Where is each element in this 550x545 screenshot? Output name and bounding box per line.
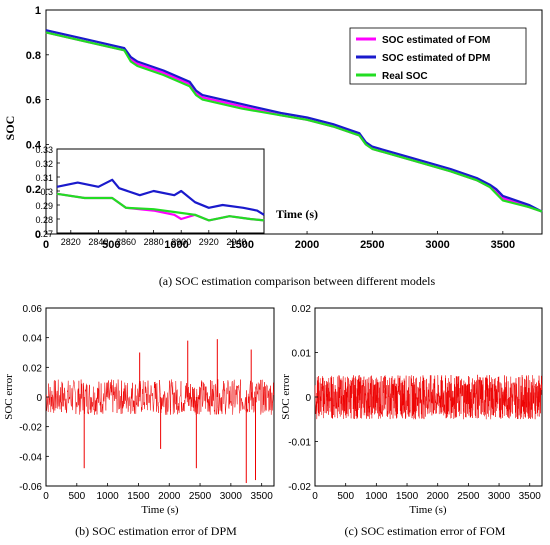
x-tick-label: 3000 bbox=[488, 491, 511, 502]
y-tick-label: 0.04 bbox=[23, 334, 43, 345]
y-tick-label: 0.3 bbox=[40, 187, 53, 197]
series-line bbox=[45, 31, 543, 213]
y-tick-label: 0.28 bbox=[35, 215, 53, 225]
series-line bbox=[56, 192, 265, 222]
x-tick-label: 0 bbox=[43, 239, 49, 251]
y-tick-label: 0.31 bbox=[35, 173, 53, 183]
x-tick-label: 500 bbox=[102, 239, 120, 251]
y-tick-label: 0.02 bbox=[292, 304, 312, 315]
fom-x-ticks: 0 500 1000 1500 2000 2500 3000 3500 bbox=[312, 483, 541, 502]
main-x-label: Time (s) bbox=[276, 207, 318, 221]
y-tick-label: 0.33 bbox=[35, 145, 53, 155]
x-tick-label: 1500 bbox=[230, 239, 254, 251]
dpm-x-ticks: 0 500 1000 1500 2000 2500 3000 3500 bbox=[43, 483, 273, 502]
x-tick-label: 3000 bbox=[425, 239, 449, 251]
y-tick-label: 0.8 bbox=[26, 50, 41, 62]
inset-x-ticks: 2820 2840 2860 2880 2900 2920 2940 bbox=[61, 230, 246, 247]
x-tick-label: 3500 bbox=[519, 491, 542, 502]
x-tick-label: 2000 bbox=[427, 491, 450, 502]
y-tick-label: -0.02 bbox=[19, 423, 42, 434]
x-tick-label: 0 bbox=[312, 491, 318, 502]
y-tick-label: 0 bbox=[36, 393, 42, 404]
x-tick-label: 2940 bbox=[226, 237, 246, 247]
error-line bbox=[314, 374, 543, 420]
y-tick-label: -0.04 bbox=[19, 452, 42, 463]
caption-c: (c) SOC estimation error of FOM bbox=[345, 524, 506, 538]
y-tick-label: 0.4 bbox=[26, 139, 42, 151]
dpm-error-chart: 0 500 1000 1500 2000 2500 3000 3500 -0.06-0.04-… bbox=[3, 304, 275, 538]
x-tick-label: 1500 bbox=[396, 491, 419, 502]
x-tick-label: 0 bbox=[43, 491, 49, 502]
x-tick-label: 2000 bbox=[295, 239, 319, 251]
y-tick-label: 0.06 bbox=[23, 304, 43, 315]
y-tick-label: 0.32 bbox=[35, 159, 53, 169]
legend-label-real: Real SOC bbox=[382, 71, 428, 82]
legend-label-fom: SOC estimated of FOM bbox=[382, 35, 490, 46]
y-tick-label: 0.6 bbox=[26, 95, 41, 107]
main-x-ticks: 0 500 1000 1500 2000 2500 3000 3500 bbox=[43, 231, 515, 251]
inset-chart: 2820 2840 2860 2880 2900 2920 2940 0.270.280.2… bbox=[35, 145, 265, 247]
x-tick-label: 2000 bbox=[158, 491, 181, 502]
dpm-x-label: Time (s) bbox=[141, 504, 179, 516]
y-tick-label: 1 bbox=[35, 5, 41, 17]
y-tick-label: -0.06 bbox=[19, 482, 42, 493]
x-tick-label: 2900 bbox=[171, 237, 191, 247]
x-tick-label: 3000 bbox=[220, 491, 243, 502]
series-line bbox=[56, 178, 265, 216]
y-tick-label: 0.02 bbox=[23, 363, 43, 374]
y-tick-label: 0 bbox=[35, 229, 41, 241]
main-y-label: SOC bbox=[3, 116, 17, 141]
dpm-y-ticks: -0.06 -0.04 -0.02 0 0.02 0.04 0.06 bbox=[19, 304, 49, 493]
y-tick-label: -0.02 bbox=[288, 482, 311, 493]
inset-plot-series bbox=[56, 178, 265, 222]
x-tick-label: 2880 bbox=[144, 237, 164, 247]
x-tick-label: 2500 bbox=[189, 491, 212, 502]
main-legend: SOC estimated of FOM SOC estimated of DP… bbox=[349, 27, 527, 85]
dpm-error-series bbox=[45, 339, 275, 484]
y-tick-label: 0.2 bbox=[26, 184, 41, 196]
x-tick-label: 500 bbox=[68, 491, 85, 502]
dpm-y-label: SOC error bbox=[3, 374, 15, 420]
x-tick-label: 2500 bbox=[457, 491, 480, 502]
main-chart: 0 500 1000 1500 2000 2500 3000 3500 00.20.40.60… bbox=[3, 5, 543, 288]
x-tick-label: 2820 bbox=[61, 237, 81, 247]
inset-y-ticks: 0.27 0.28 0.29 0.3 0.31 0.32 0.33 bbox=[35, 145, 60, 239]
x-tick-label: 2840 bbox=[88, 237, 108, 247]
fom-error-series bbox=[314, 374, 543, 420]
x-tick-label: 1000 bbox=[96, 491, 119, 502]
y-tick-label: -0.01 bbox=[288, 438, 311, 449]
series-line bbox=[45, 29, 543, 213]
main-plot-series bbox=[45, 29, 543, 213]
x-tick-label: 3500 bbox=[251, 491, 274, 502]
caption-b: (b) SOC estimation error of DPM bbox=[75, 524, 237, 538]
x-tick-label: 1000 bbox=[365, 491, 388, 502]
fom-y-label: SOC error bbox=[280, 374, 292, 420]
y-tick-label: 0.01 bbox=[292, 349, 312, 360]
x-tick-label: 2500 bbox=[360, 239, 384, 251]
x-tick-label: 3500 bbox=[491, 239, 515, 251]
fom-y-ticks: -0.02 -0.01 0 0.01 0.02 bbox=[288, 304, 318, 493]
x-tick-label: 1500 bbox=[127, 491, 150, 502]
y-tick-label: 0.27 bbox=[35, 229, 53, 239]
x-tick-label: 1000 bbox=[164, 239, 188, 251]
legend-label-dpm: SOC estimated of DPM bbox=[382, 53, 490, 64]
x-tick-label: 500 bbox=[337, 491, 354, 502]
main-y-ticks: 0 0.2 0.4 0.6 0.8 1 bbox=[26, 5, 49, 241]
fom-error-chart: 0 500 1000 1500 2000 2500 3000 3500 -0.02 -0.01 0… bbox=[280, 304, 543, 538]
fom-x-label: Time (s) bbox=[409, 504, 447, 516]
y-tick-label: 0.29 bbox=[35, 201, 53, 211]
x-tick-label: 2920 bbox=[199, 237, 219, 247]
caption-a: (a) SOC estimation comparison between di… bbox=[159, 274, 436, 288]
x-tick-label: 2860 bbox=[116, 237, 136, 247]
y-tick-label: 0 bbox=[305, 393, 311, 404]
